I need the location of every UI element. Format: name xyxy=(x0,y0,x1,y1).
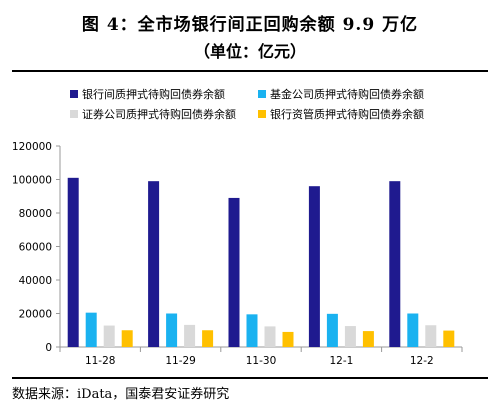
y-tick-label: 120000 xyxy=(12,141,52,153)
bar xyxy=(85,312,97,347)
chart-title: 图 4：全市场银行间正回购余额 9.9 万亿 xyxy=(81,15,419,35)
x-tick-label: 12-1 xyxy=(329,355,353,367)
bar xyxy=(228,197,240,347)
data-source: 数据来源：iData，国泰君安证券研究 xyxy=(12,387,230,402)
y-tick-label: 80000 xyxy=(19,208,52,220)
legend-label: 证券公司质押式待购回债券余额 xyxy=(82,107,236,121)
y-tick-label: 20000 xyxy=(19,309,52,321)
bar xyxy=(425,325,437,347)
bar xyxy=(443,330,455,347)
y-tick-label: 100000 xyxy=(12,175,52,187)
legend-label: 基金公司质押式待购回债券余额 xyxy=(270,87,424,101)
bar xyxy=(344,326,356,347)
top-rule xyxy=(12,70,488,72)
bar xyxy=(148,181,160,347)
y-tick-label: 0 xyxy=(45,342,52,354)
bottom-rule xyxy=(12,377,488,379)
x-tick-label: 12-2 xyxy=(410,355,434,367)
x-tick-label: 11-29 xyxy=(165,355,196,367)
bar xyxy=(67,177,79,347)
bar xyxy=(407,313,419,347)
bar xyxy=(246,314,258,347)
bar xyxy=(103,325,115,347)
bar xyxy=(389,181,401,347)
y-tick-label: 40000 xyxy=(19,275,52,287)
bar xyxy=(184,324,196,347)
chart-subtitle: （单位：亿元） xyxy=(193,42,306,61)
bar xyxy=(326,313,338,347)
bar xyxy=(362,331,374,347)
bar xyxy=(308,186,320,347)
legend: 银行间质押式待购回债券余额 基金公司质押式待购回债券余额证券公司质押式待购回债券余… xyxy=(70,87,424,121)
legend-swatch xyxy=(258,90,266,98)
legend-swatch xyxy=(70,110,78,118)
bar xyxy=(202,330,214,347)
legend-label: 银行资管质押式待购回债券余额 xyxy=(270,107,424,121)
y-axis: 0 20000 40000 60000 80000 100000 120000 xyxy=(12,141,61,354)
x-tick-label: 11-30 xyxy=(246,355,277,367)
x-tick-label: 11-28 xyxy=(85,355,116,367)
legend-swatch xyxy=(70,90,78,98)
y-tick-label: 60000 xyxy=(19,242,52,254)
legend-swatch xyxy=(258,110,266,118)
bar xyxy=(264,326,276,347)
bars xyxy=(67,177,455,347)
x-axis: 11-28 11-29 11-30 12-1 12-2 xyxy=(59,346,463,367)
bar xyxy=(121,330,133,347)
legend-label: 银行间质押式待购回债券余额 xyxy=(82,87,225,101)
bar xyxy=(282,331,294,347)
bar xyxy=(166,313,178,347)
